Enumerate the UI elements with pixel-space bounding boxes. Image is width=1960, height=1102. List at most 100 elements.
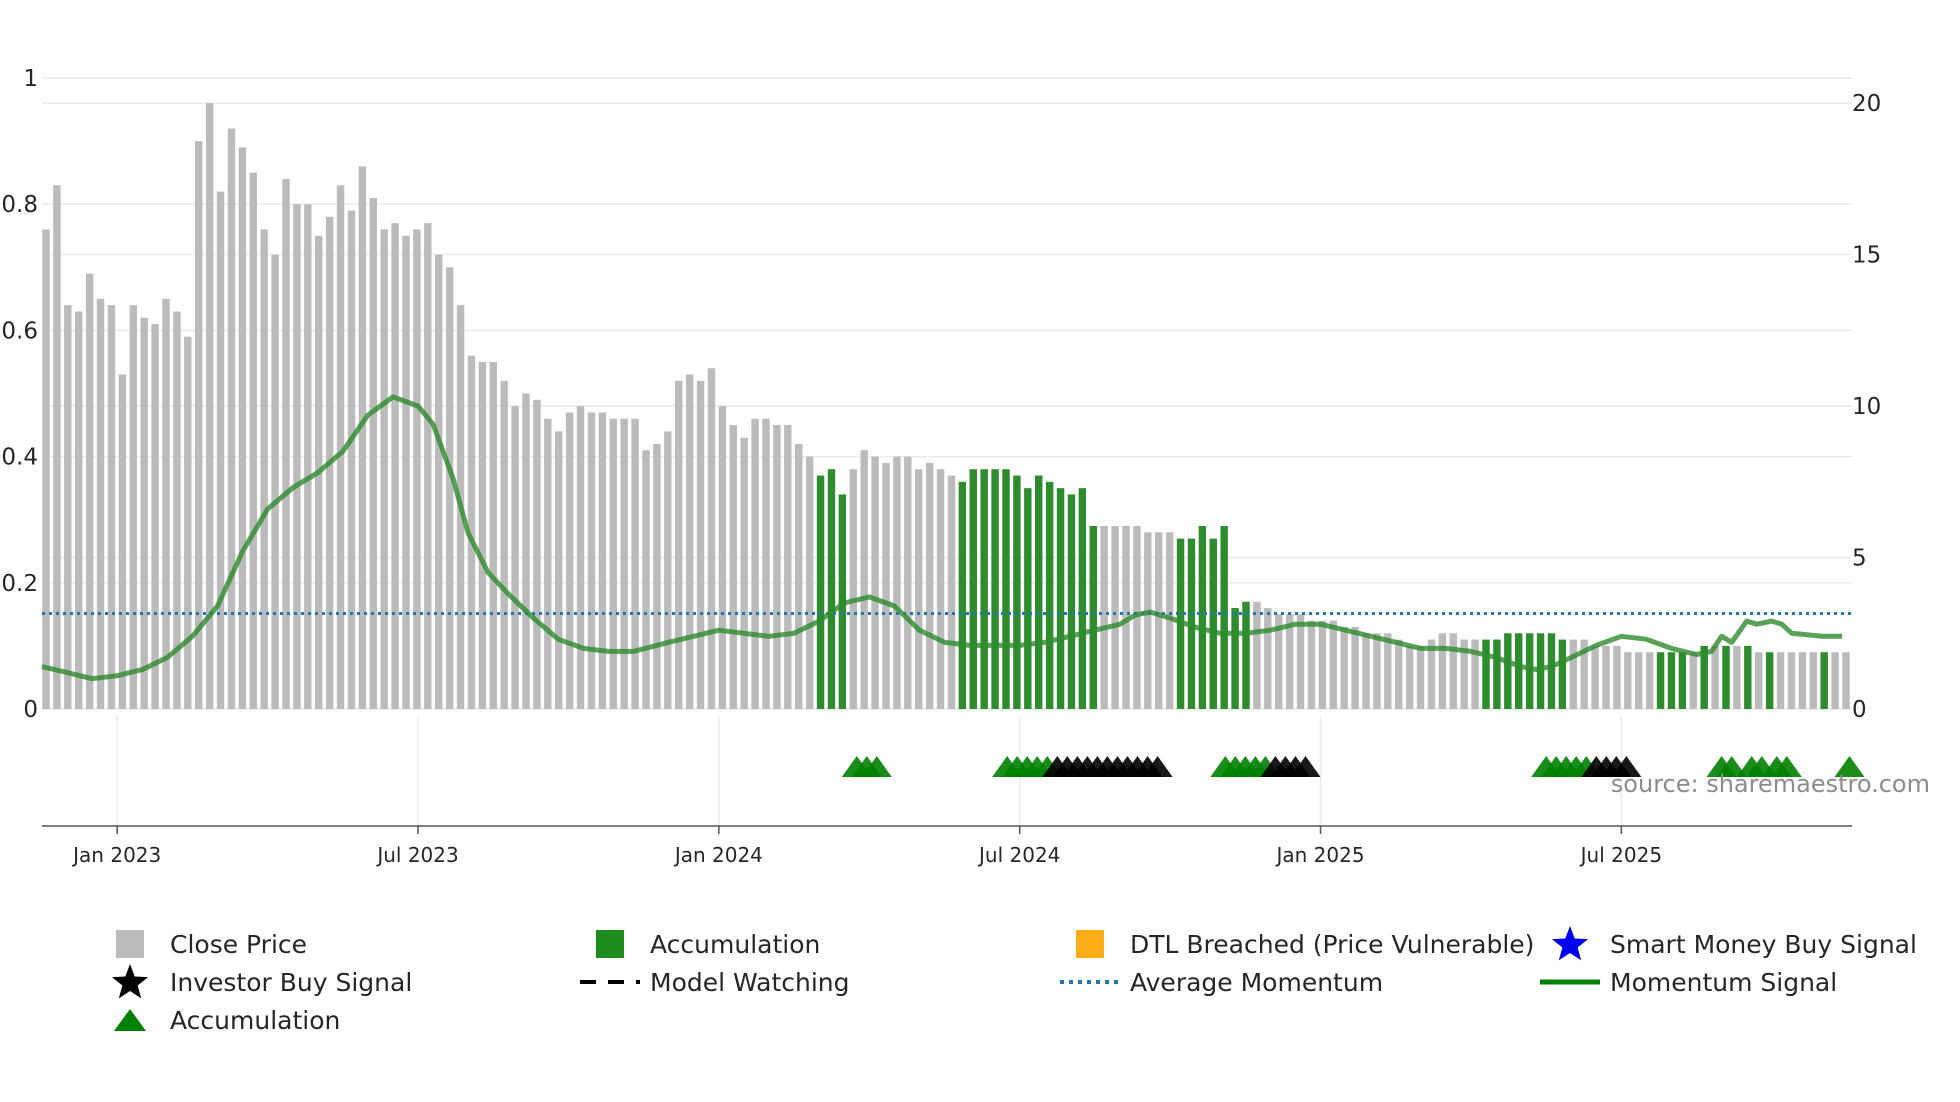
close-price-bar [173, 311, 181, 709]
right-tick-label: 0 [1852, 697, 1867, 723]
legend-item: Accumulation [114, 1006, 340, 1035]
close-price-bar [1111, 526, 1119, 709]
close-price-bar [849, 469, 857, 709]
legend-item: Close Price [116, 930, 307, 959]
close-price-bar [1144, 532, 1152, 709]
momentum-signal-line [41, 394, 1842, 682]
close-price-bar [642, 450, 650, 709]
close-price-bar [1438, 633, 1447, 709]
accumulation-marker [1771, 756, 1802, 777]
close-price-bar [522, 393, 530, 709]
close-price-bar [205, 103, 214, 710]
close-price-bar [1405, 645, 1414, 709]
close-price-bar [1133, 526, 1141, 709]
close-price-bar [369, 197, 377, 709]
close-price-bar [358, 166, 367, 710]
close-price-bar [238, 147, 247, 709]
close-price-bar [1155, 532, 1163, 709]
close-price-bar [1645, 652, 1654, 709]
close-price-bar [1427, 639, 1436, 709]
close-price-bar [1471, 639, 1479, 709]
close-price-bar [380, 229, 388, 709]
investor-buy-marker [1142, 756, 1173, 777]
close-price-bar [1798, 652, 1807, 709]
left-axis-ticks: 0 0.2 0.4 0.6 0.8 1 [1, 66, 38, 723]
accumulation-bar [1242, 601, 1250, 709]
legend-item: Smart Money Buy Signal [1551, 926, 1917, 961]
accumulation-bar [1056, 488, 1065, 709]
close-price-bar [1296, 614, 1305, 709]
close-price-bar [260, 229, 268, 709]
accumulation-bar [1656, 652, 1665, 709]
close-price-bar [685, 374, 694, 709]
close-price-bar [1416, 645, 1425, 709]
close-price-bar [413, 229, 421, 709]
close-price-bar [1809, 652, 1817, 709]
close-price-bar [271, 254, 279, 709]
close-price-bar [565, 412, 574, 709]
left-tick-label: 0.2 [1, 571, 38, 597]
close-price-bar [795, 443, 803, 709]
close-price-bar [729, 425, 737, 709]
close-price-bar [162, 298, 170, 709]
left-tick-label: 0 [23, 697, 38, 723]
accumulation-bar [1820, 652, 1828, 709]
accumulation-marker [1716, 756, 1747, 777]
accumulation-bar [1078, 488, 1087, 709]
close-price-bar [947, 475, 956, 709]
close-price-bar [1275, 614, 1283, 709]
close-price-bar [42, 229, 50, 709]
accumulation-bar [1493, 639, 1501, 709]
accumulation-bar [1024, 488, 1032, 709]
close-price-bar [1755, 652, 1763, 709]
close-price-bar [435, 254, 443, 709]
close-price-bar [1569, 639, 1577, 709]
accumulation-bar [1504, 633, 1512, 709]
close-price-bar [707, 368, 716, 709]
investor-buy-marker [1611, 756, 1642, 777]
close-price-bar [467, 355, 476, 709]
close-price-bar [478, 361, 487, 709]
close-price-bar [195, 141, 203, 710]
legend-label: Accumulation [650, 930, 820, 959]
legend-label: Close Price [170, 930, 307, 959]
legend-label: Momentum Signal [1610, 968, 1837, 997]
close-price-bar [402, 235, 410, 709]
close-price-bar [1449, 633, 1457, 709]
close-price-bar [151, 324, 159, 709]
accumulation-bar [991, 469, 999, 709]
accumulation-bar [1515, 633, 1523, 709]
accumulation-bar [1678, 652, 1687, 709]
close-price-bar [64, 305, 72, 709]
close-price-bar [936, 469, 945, 709]
accumulation-bar [1558, 639, 1567, 709]
close-price-bar [336, 185, 345, 709]
accumulation-bar [1035, 475, 1043, 709]
close-price-bar [598, 412, 607, 709]
close-price-bar [304, 204, 312, 709]
close-price-bar [1711, 645, 1719, 709]
close-price-bar [249, 172, 257, 709]
accumulation-bar [1482, 639, 1490, 709]
legend-label: Average Momentum [1130, 968, 1383, 997]
close-price-bar [871, 456, 879, 709]
legend-item: Model Watching [580, 968, 850, 997]
accumulation-marker [861, 756, 892, 777]
close-price-bar [696, 380, 705, 709]
accumulation-bar [1722, 645, 1730, 709]
signal-markers [841, 756, 1865, 777]
close-price-bar [1831, 652, 1839, 709]
accumulation-bar [1667, 652, 1676, 709]
x-tick-label: Jul 2025 [1579, 843, 1662, 867]
close-price-bar [216, 191, 225, 709]
accumulation-bar [958, 481, 967, 709]
close-price-bar [75, 311, 83, 709]
close-price-bar [1285, 614, 1294, 709]
close-price-bar [1384, 633, 1392, 709]
legend-star-icon [1551, 926, 1589, 961]
close-price-bar [1395, 639, 1403, 709]
close-price-bar [500, 380, 508, 709]
left-tick-label: 0.4 [1, 445, 38, 471]
x-tick-label: Jan 2025 [1274, 843, 1364, 867]
legend: Close Price Accumulation DTL Breached (Pri… [111, 926, 1917, 1035]
